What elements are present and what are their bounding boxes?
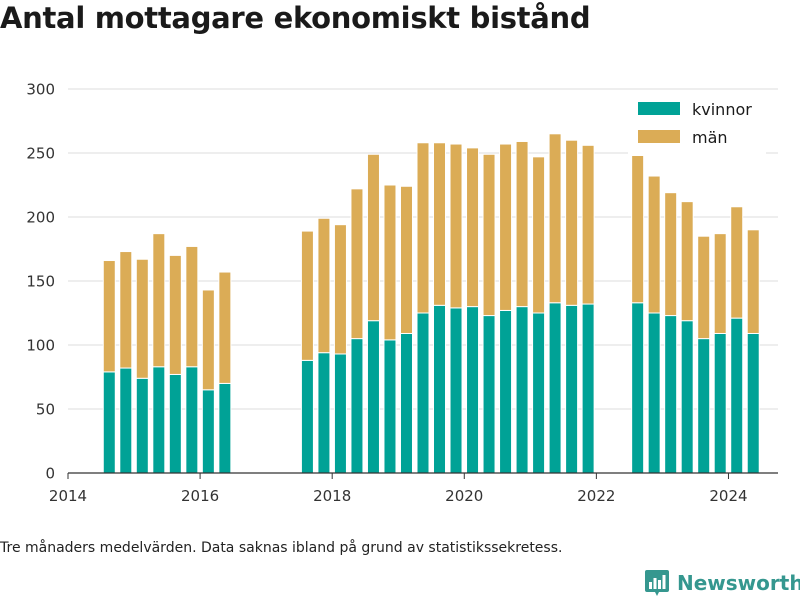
y-tick-label: 0 [45,465,55,483]
bar-kvinnor [631,302,645,474]
bar-man [366,153,380,322]
legend-label-kvinnor: kvinnor [692,100,752,119]
bar-kvinnor [383,339,397,474]
bar-man [466,147,480,308]
bar-man [135,258,149,379]
bar-man [350,188,364,340]
bar-kvinnor [416,312,430,474]
bar-man [185,245,199,368]
bar-man [532,156,546,314]
y-tick-label: 200 [26,209,55,227]
x-tick-label: 2018 [313,487,351,505]
bar-man [680,201,694,322]
bar-man [515,140,529,308]
bar-kvinnor [433,304,447,474]
bar-man [631,149,645,304]
x-tick-label: 2020 [445,487,483,505]
x-tick-label: 2022 [577,487,615,505]
y-tick-label: 250 [26,145,55,163]
bar-kvinnor [185,366,199,474]
bar-kvinnor [548,302,562,474]
bar-man [730,206,744,319]
bar-kvinnor [350,338,364,474]
bar-man [416,142,430,314]
bar-man [664,192,678,317]
bar-man [548,133,562,304]
bar-man [317,217,331,354]
bar-kvinnor [449,307,463,474]
bar-kvinnor [565,304,579,474]
bar-chart-logo-icon [645,570,669,596]
bars [102,133,760,474]
y-tick-label: 150 [26,273,55,291]
bar-kvinnor [218,382,232,474]
legend-swatch-kvinnor [638,102,680,115]
bar-kvinnor [713,332,727,474]
bar-man [152,233,166,368]
bar-kvinnor [102,371,116,474]
bar-kvinnor [515,306,529,474]
bar-man [333,224,347,355]
x-tick-label: 2024 [709,487,747,505]
bar-kvinnor [152,366,166,474]
x-tick-label: 2016 [181,487,219,505]
bar-kvinnor [168,373,182,474]
bar-man [697,235,711,340]
brand-name: Newsworthy [677,571,800,595]
bar-kvinnor [201,389,215,474]
bar-kvinnor [482,315,496,474]
bar-kvinnor [300,359,314,474]
bar-kvinnor [581,303,595,474]
bar-man [482,153,496,317]
bar-man [647,175,661,314]
bar-man [746,229,760,334]
bar-man [565,139,579,306]
bar-kvinnor [664,315,678,474]
bar-kvinnor [697,338,711,474]
legend-label-man: män [692,128,728,147]
legend: kvinnor män [628,96,766,156]
bar-kvinnor [366,320,380,474]
bar-man [201,289,215,391]
bar-man [399,185,413,334]
footnote: Tre månaders medelvärden. Data saknas ib… [0,540,563,556]
bar-man [499,143,513,311]
bar-kvinnor [730,317,744,474]
bar-kvinnor [135,377,149,474]
y-tick-label: 100 [26,337,55,355]
bar-kvinnor [680,320,694,474]
bar-kvinnor [499,309,513,474]
bar-man [383,184,397,341]
axes: 0 50 100 150 200 250 300 2014 2016 2018 2020 2022 20… [26,81,778,505]
bar-kvinnor [119,367,133,474]
bar-kvinnor [333,353,347,474]
chart-title: Antal mottagare ekonomiskt bistånd [0,1,591,35]
bar-man [168,254,182,375]
y-tick-label: 50 [36,401,55,419]
y-tick-label: 300 [26,81,55,99]
bar-kvinnor [532,312,546,474]
bar-kvinnor [647,312,661,474]
bar-kvinnor [746,332,760,474]
bar-man [581,144,595,305]
stacked-bar-chart: 0 50 100 150 200 250 300 2014 2016 2018 2020 2022 20… [26,81,778,505]
bar-man [449,143,463,309]
bar-kvinnor [317,352,331,474]
brand[interactable]: Newsworthy [644,569,800,597]
bar-man [218,271,232,384]
bar-man [300,230,314,361]
bar-man [713,233,727,334]
legend-swatch-man [638,130,680,143]
bar-kvinnor [466,306,480,474]
bar-kvinnor [399,332,413,474]
x-tick-label: 2014 [49,487,87,505]
bar-man [433,142,447,306]
bar-man [119,251,133,369]
bar-man [102,260,116,373]
